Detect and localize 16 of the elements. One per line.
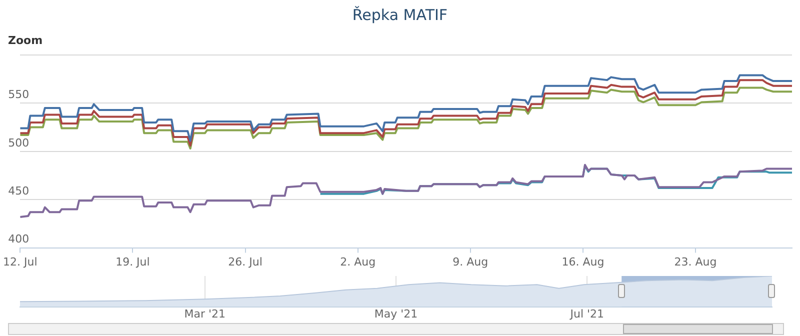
y-tick-label: 550 (8, 88, 30, 102)
x-tick-label: Jul '21 (569, 307, 604, 320)
y-tick-label: 400 (8, 232, 30, 246)
x-tick-label: 12. Jul (3, 255, 38, 268)
x-tick-label: 16. Aug (562, 255, 604, 268)
x-tick-label: 2. Aug (340, 255, 376, 268)
x-tick-label: 23. Aug (674, 255, 717, 268)
x-tick-label: May '21 (374, 307, 418, 320)
y-tick-label: 450 (8, 184, 30, 198)
text: Zoom (8, 34, 43, 47)
x-tick-label: 9. Aug (452, 255, 488, 268)
x-tick-label: Mar '21 (184, 307, 226, 320)
x-tick-label: 19. Jul (116, 255, 150, 268)
y-tick-label: 500 (8, 136, 30, 150)
chart-title: Řepka MATIF (351, 6, 449, 24)
x-tick-label: 26. Jul (228, 255, 262, 268)
